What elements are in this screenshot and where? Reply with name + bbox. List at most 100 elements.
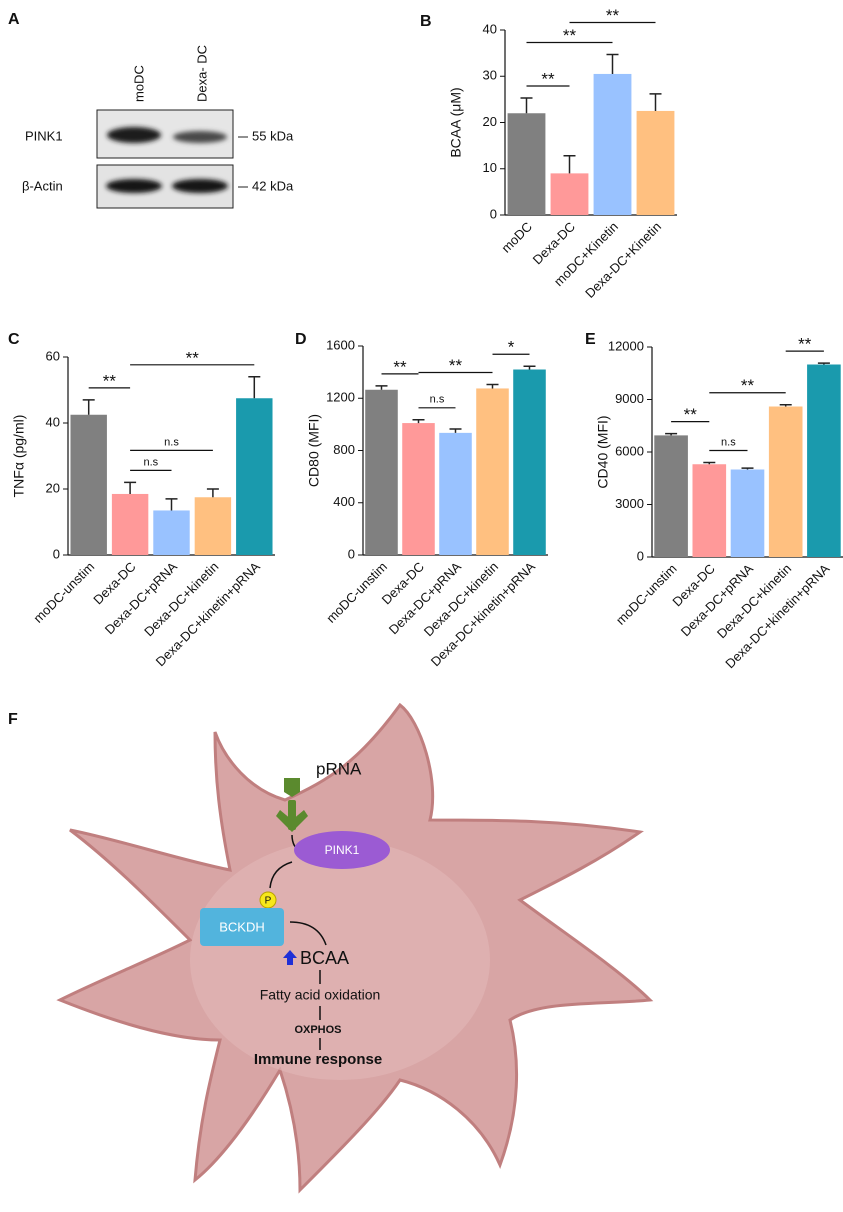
error-bar bbox=[779, 404, 792, 407]
panel-label: F bbox=[8, 711, 18, 728]
error-bar bbox=[520, 97, 533, 114]
y-tick-label: 6000 bbox=[615, 443, 644, 458]
bar bbox=[513, 369, 546, 555]
protein-label: PINK1 bbox=[25, 128, 63, 143]
error-bar bbox=[649, 93, 662, 111]
y-tick-label: 40 bbox=[483, 21, 497, 36]
error-bar bbox=[124, 481, 137, 494]
bar bbox=[807, 364, 841, 557]
y-tick-label: 40 bbox=[46, 414, 60, 429]
significance-label: ** bbox=[684, 405, 698, 424]
y-axis-title: CD40 (MFI) bbox=[595, 415, 611, 488]
step-label: Fatty acid oxidation bbox=[260, 987, 381, 1003]
y-tick-label: 20 bbox=[483, 114, 497, 129]
y-tick-label: 0 bbox=[53, 546, 60, 561]
significance-label: ** bbox=[798, 335, 812, 354]
error-bar bbox=[703, 461, 716, 465]
panel-label: E bbox=[585, 331, 596, 348]
error-bar bbox=[817, 362, 830, 365]
significance-label: n.s bbox=[143, 456, 158, 468]
y-axis-title: TNFα (pg/ml) bbox=[11, 415, 27, 498]
step-label: OXPHOS bbox=[294, 1024, 341, 1036]
error-bar bbox=[563, 155, 576, 174]
bar bbox=[70, 414, 107, 555]
up-arrow bbox=[283, 950, 297, 965]
error-bar bbox=[665, 432, 678, 436]
bar bbox=[111, 493, 149, 555]
band bbox=[107, 127, 161, 143]
error-bar bbox=[741, 467, 754, 470]
significance-label: ** bbox=[186, 348, 200, 367]
y-tick-label: 0 bbox=[637, 548, 644, 563]
significance-label: * bbox=[508, 338, 515, 357]
y-tick-label: 0 bbox=[348, 546, 355, 561]
significance-label: ** bbox=[449, 356, 463, 375]
bar bbox=[550, 173, 589, 215]
panel-label: D bbox=[295, 331, 307, 348]
band bbox=[173, 131, 227, 143]
error-bar bbox=[206, 488, 219, 498]
bar bbox=[654, 435, 688, 557]
bar bbox=[768, 406, 803, 557]
y-tick-label: 1600 bbox=[326, 337, 355, 352]
arrow bbox=[289, 921, 327, 946]
y-tick-label: 400 bbox=[333, 494, 355, 509]
significance-label: ** bbox=[741, 376, 755, 395]
bar bbox=[402, 423, 435, 555]
significance-label: ** bbox=[103, 371, 117, 390]
bar bbox=[692, 464, 727, 557]
x-tick-label: Dexa-DC+kinetin bbox=[141, 559, 221, 639]
panel-label: C bbox=[8, 331, 20, 348]
error-bar bbox=[412, 419, 425, 424]
y-tick-label: 1200 bbox=[326, 390, 355, 405]
significance-label: n.s bbox=[721, 436, 736, 448]
step-label: Immune response bbox=[254, 1051, 382, 1068]
x-tick-label: Dexa-DC+Kinetin bbox=[582, 219, 664, 301]
error-bar bbox=[82, 399, 95, 415]
kinase-label: PINK1 bbox=[325, 843, 360, 857]
significance-label: ** bbox=[563, 26, 577, 45]
error-bar bbox=[248, 376, 261, 399]
y-axis-title: BCAA (μM) bbox=[448, 87, 464, 157]
bar bbox=[476, 388, 509, 555]
significance-label: n.s bbox=[430, 394, 445, 406]
enzyme-label: BCKDH bbox=[219, 919, 265, 934]
metabolite-label: BCAA bbox=[300, 948, 349, 968]
bar bbox=[636, 110, 675, 215]
y-tick-label: 10 bbox=[483, 160, 497, 175]
error-bar bbox=[375, 385, 388, 390]
y-tick-label: 9000 bbox=[615, 391, 644, 406]
x-tick-label: moDC-unstim bbox=[323, 559, 390, 626]
phospho-label: P bbox=[265, 896, 272, 907]
lane-label: Dexa- DC bbox=[194, 45, 209, 102]
bar bbox=[194, 497, 232, 555]
y-tick-label: 30 bbox=[483, 68, 497, 83]
bar bbox=[593, 73, 632, 215]
y-tick-label: 60 bbox=[46, 348, 60, 363]
y-tick-label: 3000 bbox=[615, 496, 644, 511]
enzyme-box bbox=[200, 908, 284, 946]
panel-label: A bbox=[8, 11, 20, 28]
panel-label: B bbox=[420, 13, 432, 30]
error-bar bbox=[486, 383, 499, 389]
y-tick-label: 12000 bbox=[608, 338, 644, 353]
size-label: 55 kDa bbox=[252, 128, 294, 143]
error-bar bbox=[606, 53, 619, 74]
bar bbox=[153, 510, 190, 555]
size-label: 42 kDa bbox=[252, 178, 294, 193]
significance-label: ** bbox=[393, 357, 407, 376]
band bbox=[106, 179, 162, 193]
significance-label: ** bbox=[606, 6, 620, 25]
y-axis-title: CD80 (MFI) bbox=[306, 414, 322, 487]
arrow bbox=[269, 861, 293, 889]
bar bbox=[507, 113, 546, 215]
receptor bbox=[276, 778, 308, 832]
ligand-label: pRNA bbox=[316, 759, 362, 778]
bar bbox=[236, 398, 273, 555]
significance-label: ** bbox=[541, 69, 555, 88]
y-tick-label: 20 bbox=[46, 480, 60, 495]
x-tick-label: moDC-unstim bbox=[613, 561, 680, 628]
error-bar bbox=[165, 498, 178, 511]
bar bbox=[730, 469, 765, 557]
